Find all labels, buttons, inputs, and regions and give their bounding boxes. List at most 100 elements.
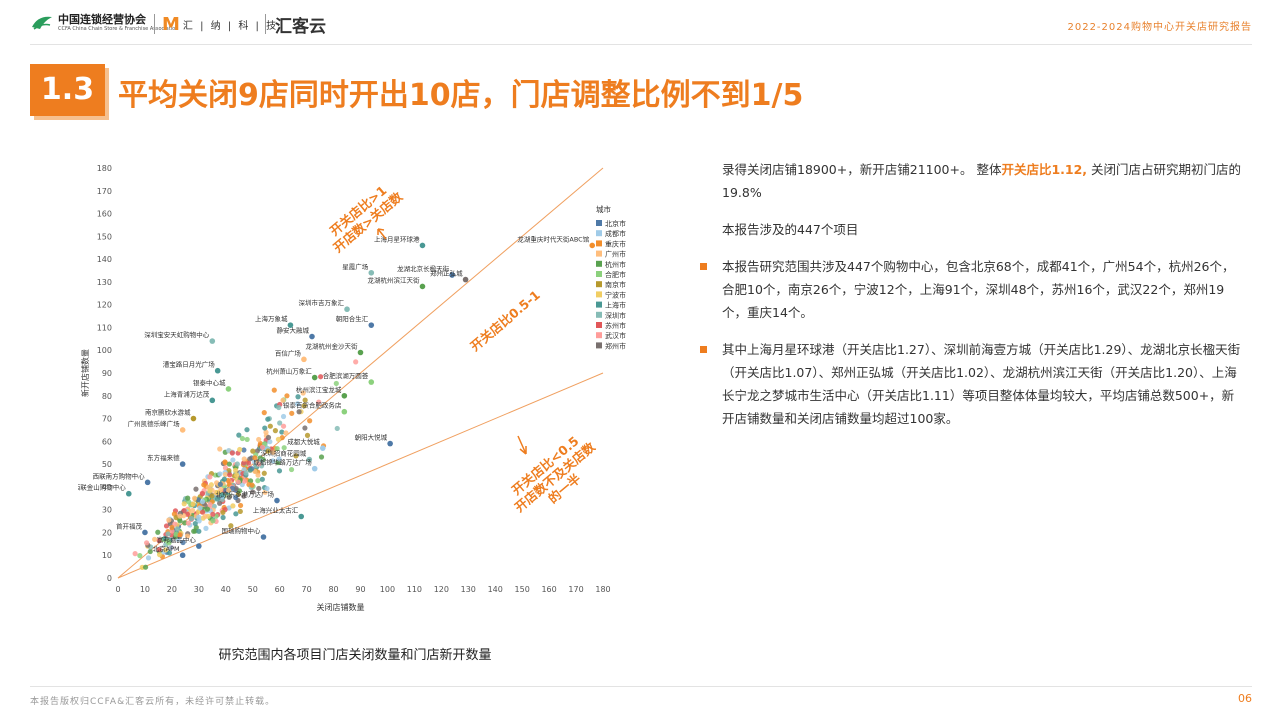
data-point [284, 393, 290, 399]
zone-label-middle: 开关店比0.5-1 [467, 287, 543, 354]
data-point [166, 517, 172, 523]
x-tick-label: 90 [355, 585, 365, 594]
data-point [241, 460, 247, 466]
data-point [209, 397, 216, 404]
data-point [276, 404, 282, 411]
point-label: 上海月星环球港 [374, 234, 420, 243]
data-point [180, 539, 186, 546]
huina-logo: M 汇 | 纳 | 科 | 技 [162, 14, 278, 35]
data-point [318, 454, 325, 460]
data-point [233, 494, 239, 501]
data-point [217, 481, 223, 487]
header: 中国连锁经营协会 CCFA China Chain Store & Franch… [0, 0, 1280, 46]
data-point [245, 460, 252, 466]
data-point [306, 456, 313, 463]
down-arrow-icon [517, 435, 527, 455]
data-point [233, 485, 239, 492]
x-tick-label: 120 [434, 585, 449, 594]
point-label: 上海兴业太古汇 [253, 506, 299, 515]
copyright-text: 本报告版权归CCFA&汇客云所有，未经许可禁止转载。 [30, 697, 276, 707]
data-point [237, 446, 243, 453]
data-point [147, 548, 153, 555]
data-point [184, 533, 191, 539]
section-number: 1.3 [30, 64, 105, 116]
y-tick-label: 20 [102, 528, 112, 537]
header-divider [30, 44, 1252, 45]
data-point [196, 528, 202, 534]
data-point [200, 509, 206, 515]
point-label: 朝阳大悦城 [355, 433, 388, 442]
legend-swatch [596, 240, 602, 247]
projects-bullet: 其中上海月星环球港（开关店比1.27）、深圳前海壹方城（开关店比1.29）、龙湖… [700, 338, 1245, 430]
y-tick-label: 170 [97, 187, 112, 196]
data-point [234, 472, 240, 478]
x-tick-label: 100 [380, 585, 395, 594]
data-point [261, 470, 267, 476]
data-point [145, 555, 152, 561]
x-tick-label: 130 [461, 585, 476, 594]
point-label: 龙湖杭州金沙天街 [306, 342, 359, 351]
x-tick-label: 180 [595, 585, 610, 594]
data-point [196, 543, 202, 549]
data-point [341, 408, 348, 415]
data-point [296, 409, 302, 415]
y-tick-label: 60 [102, 437, 112, 446]
data-point [210, 518, 216, 524]
data-point [236, 432, 242, 438]
y-tick-label: 0 [107, 574, 112, 583]
ccfa-leaf-icon [30, 13, 54, 33]
legend-entry: 深圳市 [605, 311, 626, 320]
point-label: 成都锦华路万达广场 [253, 458, 312, 467]
data-point [247, 467, 253, 473]
page-number: 06 [1238, 692, 1252, 705]
data-point [357, 349, 364, 356]
data-point [288, 466, 295, 473]
data-point [333, 380, 339, 387]
legend-swatch [596, 311, 602, 318]
data-point [142, 529, 148, 536]
data-point [237, 502, 244, 509]
data-point [264, 485, 270, 492]
x-axis-label: 关闭店铺数量 [317, 602, 365, 612]
legend-entry: 杭州市 [605, 260, 626, 269]
data-point [203, 525, 209, 531]
data-point [316, 399, 322, 405]
data-point [222, 459, 228, 465]
data-point [177, 513, 183, 519]
data-point [185, 520, 191, 526]
point-label: 龙湖杭州滨江天街 [367, 275, 420, 284]
data-point [156, 546, 162, 553]
data-point [244, 427, 250, 433]
data-point [181, 508, 187, 514]
data-point [302, 397, 308, 403]
data-point [250, 489, 256, 495]
data-point [144, 479, 151, 486]
data-point [247, 456, 253, 462]
data-point [281, 445, 287, 451]
legend-title: 城市 [596, 204, 611, 214]
data-point [311, 465, 318, 472]
data-point [214, 496, 221, 502]
point-label: 百信广场 [275, 348, 302, 357]
data-point [226, 461, 232, 467]
logo-divider [154, 14, 155, 34]
data-point [368, 269, 375, 276]
data-point [222, 471, 229, 478]
chart-svg: 0 10 20 30 40 50 60 70 80 90 100 110 120 130 140 150 160… [74, 164, 626, 612]
data-point [294, 401, 301, 407]
data-point [228, 523, 234, 529]
data-point [235, 479, 241, 485]
data-point [156, 552, 163, 558]
point-label: 朝阳合生汇 [336, 314, 369, 323]
scope-intro: 本报告涉及的447个项目 [722, 222, 859, 237]
data-point [239, 435, 245, 442]
data-point [259, 476, 265, 482]
x-tick-label: 20 [167, 585, 177, 594]
data-point [287, 322, 294, 328]
data-point [307, 418, 313, 424]
x-tick-label: 60 [275, 585, 285, 594]
point-label: 西联金山购物中心 [78, 483, 126, 492]
data-point [229, 450, 235, 456]
data-point [300, 390, 306, 396]
y-tick-label: 160 [97, 210, 112, 219]
